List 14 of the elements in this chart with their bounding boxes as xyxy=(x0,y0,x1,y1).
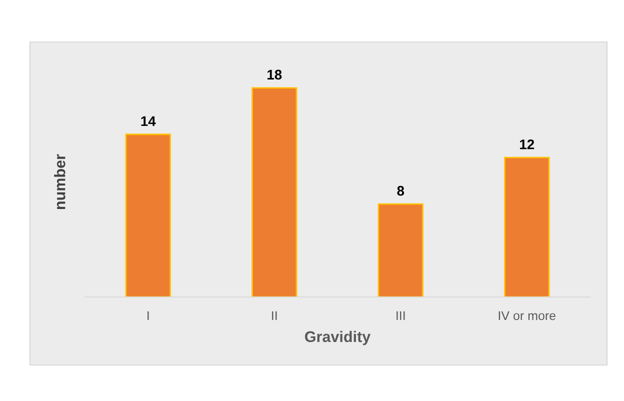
data-label: 12 xyxy=(520,139,534,150)
x-tick-label: III xyxy=(396,311,405,320)
data-label: 14 xyxy=(141,116,156,126)
bar xyxy=(504,156,550,297)
y-axis-title: number xyxy=(54,154,66,210)
data-label: 8 xyxy=(397,186,404,196)
data-label: 18 xyxy=(268,70,282,80)
bar xyxy=(125,134,171,297)
bar xyxy=(252,87,298,297)
x-tick-label: I xyxy=(148,311,149,320)
bar xyxy=(378,203,424,297)
x-axis-title: Gravidity xyxy=(305,330,371,346)
x-tick-label: IV or more xyxy=(498,311,556,320)
x-tick-label: II xyxy=(272,311,277,320)
